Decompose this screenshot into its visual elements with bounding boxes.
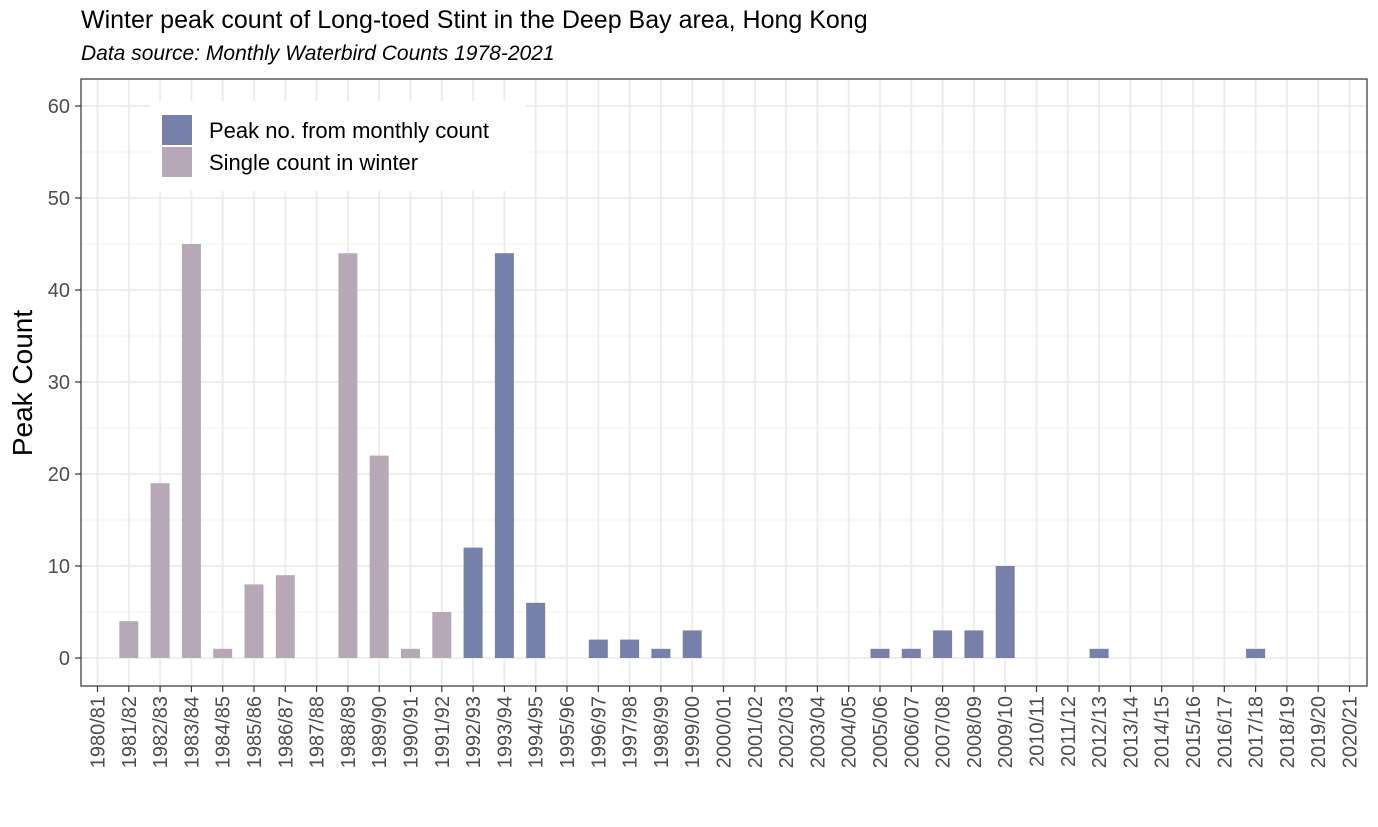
x-tick-label: 2008/09 xyxy=(964,696,986,768)
x-tick-label: 1998/99 xyxy=(651,696,673,768)
y-axis-title: Peak Count xyxy=(7,310,38,457)
x-tick-label: 2011/12 xyxy=(1058,696,1080,767)
bar xyxy=(620,639,640,658)
y-tick-label: 0 xyxy=(59,648,70,670)
x-tick-label: 2020/21 xyxy=(1340,696,1362,768)
x-tick-label: 1987/88 xyxy=(307,696,329,768)
legend-background xyxy=(150,101,526,191)
bar xyxy=(995,566,1015,658)
y-tick-label: 30 xyxy=(48,372,70,394)
bar xyxy=(213,648,233,658)
x-tick-label: 1991/92 xyxy=(432,696,454,768)
x-axis: 1980/81 1981/82 1982/83 1983/84 1984/85 1985/… xyxy=(88,686,1362,768)
legend: Peak no. from monthly count Single count … xyxy=(150,101,526,191)
x-tick-label: 1993/94 xyxy=(494,696,516,768)
bar xyxy=(964,630,984,658)
x-tick-label: 1983/84 xyxy=(181,696,203,768)
bar xyxy=(181,244,201,658)
x-tick-label: 1986/87 xyxy=(275,696,297,768)
y-tick-label: 20 xyxy=(48,464,70,486)
x-tick-label: 1996/97 xyxy=(588,696,610,768)
x-tick-label: 1992/93 xyxy=(463,696,485,768)
x-tick-label: 2001/02 xyxy=(745,696,767,768)
y-tick-label: 50 xyxy=(48,188,70,210)
x-tick-label: 2009/10 xyxy=(995,696,1017,768)
x-tick-label: 2012/13 xyxy=(1089,696,1111,768)
x-tick-label: 1990/91 xyxy=(401,696,423,768)
bar xyxy=(901,648,921,658)
x-tick-label: 1994/95 xyxy=(526,696,548,768)
bar xyxy=(588,639,608,658)
bar xyxy=(682,630,702,658)
bar xyxy=(338,253,358,658)
x-tick-label: 2013/14 xyxy=(1120,696,1142,768)
x-tick-label: 2015/16 xyxy=(1183,696,1205,768)
legend-key xyxy=(162,147,192,177)
legend-key xyxy=(162,115,192,145)
chart-title: Winter peak count of Long-toed Stint in … xyxy=(81,6,868,34)
y-axis: 0 10 20 30 40 50 60 xyxy=(48,96,81,670)
bar xyxy=(526,602,546,658)
x-tick-label: 2006/07 xyxy=(901,696,923,768)
bar xyxy=(933,630,953,658)
x-tick-label: 1988/89 xyxy=(338,696,360,768)
y-tick-label: 40 xyxy=(48,280,70,302)
bar xyxy=(1246,648,1266,658)
bar xyxy=(401,648,420,658)
y-tick-label: 10 xyxy=(48,556,70,578)
x-tick-label: 2019/20 xyxy=(1308,696,1330,768)
x-tick-label: 2007/08 xyxy=(933,696,955,768)
legend-label: Single count in winter xyxy=(209,150,418,175)
x-tick-label: 2016/17 xyxy=(1214,696,1236,768)
x-tick-label: 2018/19 xyxy=(1277,696,1299,768)
x-tick-label: 2014/15 xyxy=(1152,696,1174,768)
x-tick-label: 2010/11 xyxy=(1027,696,1049,767)
x-tick-label: 2003/04 xyxy=(807,696,829,768)
x-tick-label: 1984/85 xyxy=(213,696,235,768)
bar xyxy=(870,648,890,658)
bars xyxy=(119,244,1266,658)
x-tick-label: 2005/06 xyxy=(870,696,892,768)
bar xyxy=(463,547,483,658)
x-tick-label: 2000/01 xyxy=(714,696,736,768)
chart-subtitle: Data source: Monthly Waterbird Counts 19… xyxy=(81,42,555,65)
x-tick-label: 1995/96 xyxy=(557,696,579,768)
x-tick-label: 2004/05 xyxy=(839,696,861,768)
legend-label: Peak no. from monthly count xyxy=(209,118,489,143)
bar xyxy=(244,584,264,658)
x-tick-label: 1985/86 xyxy=(244,696,266,768)
x-tick-label: 1981/82 xyxy=(119,696,141,768)
x-tick-label: 1989/90 xyxy=(369,696,391,768)
bar xyxy=(119,621,139,658)
bar xyxy=(651,648,671,658)
y-tick-label: 60 xyxy=(48,96,70,118)
bar xyxy=(1089,648,1109,658)
x-tick-label: 2017/18 xyxy=(1246,696,1268,768)
x-tick-label: 1999/00 xyxy=(682,696,704,768)
bar xyxy=(369,455,389,658)
bar xyxy=(494,253,514,658)
x-tick-label: 1997/98 xyxy=(620,696,642,768)
bar xyxy=(432,612,452,658)
x-tick-label: 1982/83 xyxy=(150,696,172,768)
bar xyxy=(275,575,295,658)
bar xyxy=(150,483,170,658)
x-tick-label: 1980/81 xyxy=(88,696,110,768)
x-tick-label: 2002/03 xyxy=(776,696,798,768)
